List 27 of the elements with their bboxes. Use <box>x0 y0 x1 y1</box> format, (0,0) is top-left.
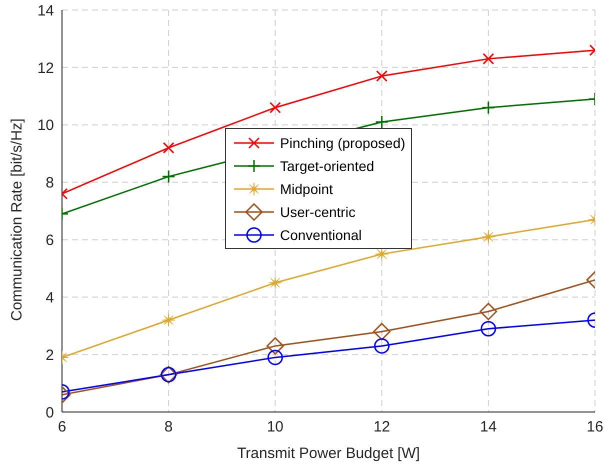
y-axis-title: Communication Rate [bit/s/Hz] <box>8 118 26 321</box>
x-axis-title: Transmit Power Budget [W] <box>237 445 420 462</box>
point <box>374 338 390 354</box>
y-tick-label: 8 <box>46 174 54 192</box>
x-tick-label: 10 <box>266 418 284 436</box>
legend-label: User-centric <box>280 204 356 220</box>
y-tick-label: 2 <box>46 346 54 364</box>
y-tick-label: 4 <box>46 289 54 306</box>
x-tick-label: 12 <box>373 418 390 436</box>
legend-label: Conventional <box>280 226 362 242</box>
y-tick-label: 14 <box>37 2 54 20</box>
point <box>375 247 389 261</box>
point <box>373 322 391 340</box>
x-tick-label: 8 <box>164 418 173 436</box>
point <box>268 276 282 290</box>
y-tick-label: 10 <box>37 117 54 134</box>
y-tick-label: 6 <box>46 232 54 250</box>
x-tick-label: 6 <box>58 418 66 436</box>
point <box>267 350 283 366</box>
y-tick-label: 0 <box>46 404 54 422</box>
point <box>266 337 284 355</box>
legend-label: Pinching (proposed) <box>280 134 406 150</box>
legend-label: Target-oriented <box>280 158 374 174</box>
y-tick-label: 12 <box>37 60 54 77</box>
x-tick-label: 14 <box>480 418 497 436</box>
x-tick-label: 16 <box>586 418 604 436</box>
legend-label: Midpoint <box>280 180 333 196</box>
